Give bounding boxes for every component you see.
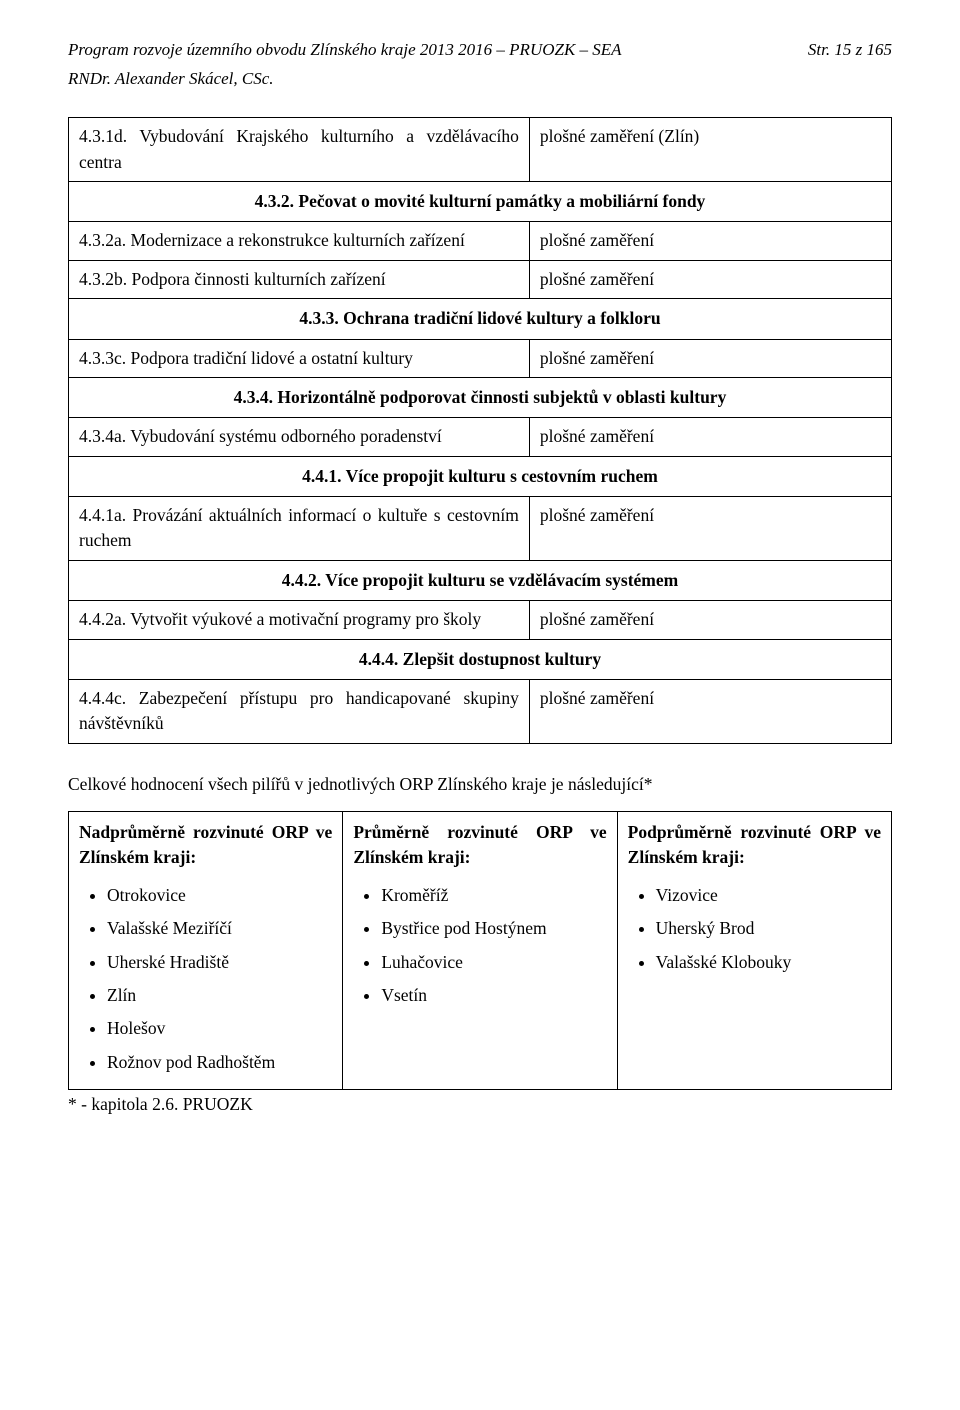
list-item: Bystřice pod Hostýnem: [381, 912, 606, 945]
list-item: Uherský Brod: [656, 912, 881, 945]
row-433c-value: plošné zaměření: [529, 339, 891, 377]
row-441a-label: 4.4.1a. Provázání aktuálních informací o…: [69, 497, 530, 561]
author: RNDr. Alexander Skácel, CSc.: [68, 67, 892, 92]
list-item: Vsetín: [381, 979, 606, 1012]
list-item: Valašské Klobouky: [656, 946, 881, 979]
row-432a-label: 4.3.2a. Modernizace a rekonstrukce kultu…: [69, 222, 530, 260]
col1-head: Nadprůměrně rozvinuté ORP ve Zlínském kr…: [79, 820, 332, 871]
row-431d-label: 4.3.1d. Vybudování Krajského kulturního …: [69, 118, 530, 182]
row-442a-value: plošné zaměření: [529, 601, 891, 639]
row-441a-value: plošné zaměření: [529, 497, 891, 561]
section-444: 4.4.4. Zlepšit dostupnost kultury: [69, 639, 892, 679]
list-item: Zlín: [107, 979, 332, 1012]
section-432: 4.3.2. Pečovat o movité kulturní památky…: [69, 182, 892, 222]
row-431d-value: plošné zaměření (Zlín): [529, 118, 891, 182]
list-item: Valašské Meziříčí: [107, 912, 332, 945]
main-table: 4.3.1d. Vybudování Krajského kulturního …: [68, 117, 892, 743]
row-442a-label: 4.4.2a. Vytvořit výukové a motivační pro…: [69, 601, 530, 639]
section-434: 4.3.4. Horizontálně podporovat činnosti …: [69, 377, 892, 417]
list-item: Kroměříž: [381, 879, 606, 912]
header-right: Str. 15 z 165: [808, 38, 892, 63]
col2-head: Průměrně rozvinuté ORP ve Zlínském kraji…: [353, 820, 606, 871]
col3-list: Vizovice Uherský Brod Valašské Klobouky: [628, 879, 881, 979]
section-433: 4.3.3. Ochrana tradiční lidové kultury a…: [69, 299, 892, 339]
section-442: 4.4.2. Více propojit kulturu se vzděláva…: [69, 560, 892, 600]
section-441: 4.4.1. Více propojit kulturu s cestovním…: [69, 456, 892, 496]
list-item: Uherské Hradiště: [107, 946, 332, 979]
row-434a-label: 4.3.4a. Vybudování systému odborného por…: [69, 418, 530, 456]
list-item: Rožnov pod Radhoštěm: [107, 1046, 332, 1079]
list-item: Vizovice: [656, 879, 881, 912]
orp-table: Nadprůměrně rozvinuté ORP ve Zlínském kr…: [68, 811, 892, 1090]
summary-text: Celkové hodnocení všech pilířů v jednotl…: [68, 772, 892, 797]
row-434a-value: plošné zaměření: [529, 418, 891, 456]
col1-list: Otrokovice Valašské Meziříčí Uherské Hra…: [79, 879, 332, 1079]
row-444c-label: 4.4.4c. Zabezpečení přístupu pro handica…: [69, 679, 530, 743]
list-item: Otrokovice: [107, 879, 332, 912]
footnote: * - kapitola 2.6. PRUOZK: [68, 1092, 892, 1117]
col3-head: Podprůměrně rozvinuté ORP ve Zlínském kr…: [628, 820, 881, 871]
col2-list: Kroměříž Bystřice pod Hostýnem Luhačovic…: [353, 879, 606, 1013]
row-432a-value: plošné zaměření: [529, 222, 891, 260]
row-444c-value: plošné zaměření: [529, 679, 891, 743]
list-item: Holešov: [107, 1012, 332, 1045]
list-item: Luhačovice: [381, 946, 606, 979]
row-433c-label: 4.3.3c. Podpora tradiční lidové a ostatn…: [69, 339, 530, 377]
header-left: Program rozvoje územního obvodu Zlínskéh…: [68, 38, 622, 63]
row-432b-label: 4.3.2b. Podpora činnosti kulturních zaří…: [69, 260, 530, 298]
row-432b-value: plošné zaměření: [529, 260, 891, 298]
